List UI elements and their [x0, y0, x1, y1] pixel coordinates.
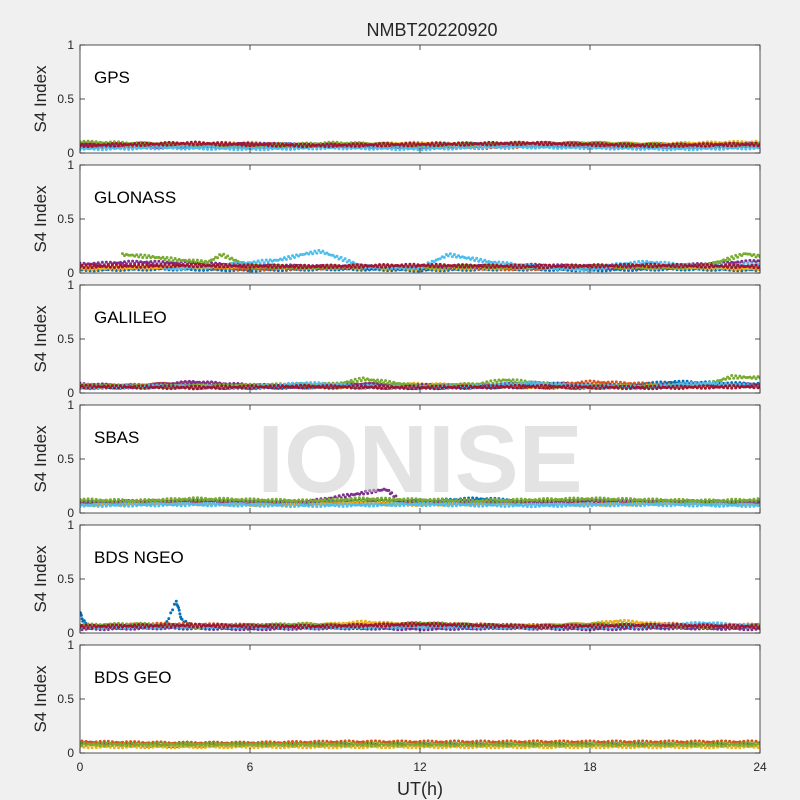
- panel-axes: [80, 45, 760, 153]
- panel-galileo: 0 0.5 1 GALILEO S4 Index: [31, 278, 761, 400]
- x-tick-label: 12: [413, 760, 427, 774]
- panel-label: BDS GEO: [94, 668, 171, 687]
- panel-label: GLONASS: [94, 188, 176, 207]
- watermark: IONISE: [257, 406, 582, 513]
- y-tick-label: 1: [67, 398, 74, 412]
- panel-label: GPS: [94, 68, 130, 87]
- panel-axes: [80, 645, 760, 753]
- x-axis-label: UT(h): [397, 779, 443, 799]
- x-tick-label: 24: [753, 760, 767, 774]
- y-tick-label: 0: [67, 746, 74, 760]
- panel-label: BDS NGEO: [94, 548, 184, 567]
- y-tick-label: 0.5: [57, 92, 74, 106]
- panel-axes: [80, 285, 760, 393]
- y-tick-label: 1: [67, 38, 74, 52]
- y-axis-label: S4 Index: [31, 185, 50, 253]
- panel-label: SBAS: [94, 428, 139, 447]
- panel-sbas: 0 0.5 1 SBAS S4 Index: [31, 398, 761, 520]
- panel-bds-geo: 0 0.5 1 0 6 12 18 24 BDS GEO S4 Index: [31, 638, 767, 774]
- panel-axes: [80, 165, 760, 273]
- y-tick-label: 0: [67, 386, 74, 400]
- y-tick-label: 0.5: [57, 692, 74, 706]
- y-tick-label: 0.5: [57, 452, 74, 466]
- series-group: [80, 599, 760, 632]
- panel-axes: [80, 525, 760, 633]
- panel-gps: 0 0.5 1 GPS S4 Index: [31, 38, 761, 160]
- y-axis-label: S4 Index: [31, 425, 50, 493]
- y-tick-label: 1: [67, 158, 74, 172]
- y-axis-label: S4 Index: [31, 665, 50, 733]
- y-tick-label: 0.5: [57, 572, 74, 586]
- y-tick-label: 0: [67, 626, 74, 640]
- panel-glonass: 0 0.5 1 GLONASS S4 Index: [31, 158, 761, 280]
- y-axis-label: S4 Index: [31, 545, 50, 613]
- y-tick-label: 1: [67, 638, 74, 652]
- y-tick-label: 0.5: [57, 212, 74, 226]
- x-tick-label: 0: [77, 760, 84, 774]
- y-axis-label: S4 Index: [31, 305, 50, 373]
- y-tick-label: 1: [67, 278, 74, 292]
- y-tick-label: 0: [67, 146, 74, 160]
- y-tick-label: 1: [67, 518, 74, 532]
- chart-title: NMBT20220920: [366, 20, 497, 40]
- x-tick-label: 6: [247, 760, 254, 774]
- series-group: [80, 139, 760, 152]
- y-tick-label: 0.5: [57, 332, 74, 346]
- y-tick-label: 0: [67, 266, 74, 280]
- panel-bds-ngeo: 0 0.5 1 BDS NGEO S4 Index: [31, 518, 761, 640]
- y-tick-label: 0: [67, 506, 74, 520]
- series-group: [80, 739, 760, 750]
- x-tick-label: 18: [583, 760, 597, 774]
- panel-label: GALILEO: [94, 308, 167, 327]
- panels-group: 0 0.5 1 GPS S4 Index 0 0.5 1 GLONASS S4 Index 0 0.5…: [31, 38, 767, 774]
- panel-axes: [80, 405, 760, 513]
- y-axis-label: S4 Index: [31, 65, 50, 133]
